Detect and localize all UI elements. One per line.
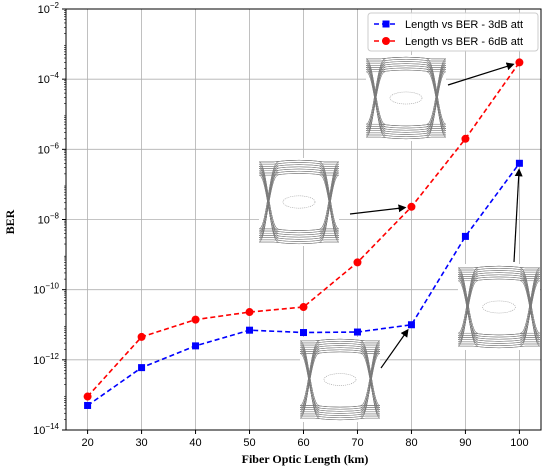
data-point-6db: [245, 308, 254, 317]
data-point-3db: [407, 321, 415, 329]
data-point-6db: [407, 202, 416, 211]
annotation-arrow-eye-diagram-80km-6dB: [349, 204, 407, 215]
y-tick-label: 10−6: [38, 141, 60, 156]
data-point-3db: [515, 159, 523, 167]
y-tick-label: 10−4: [38, 71, 60, 86]
annotation-arrow-eye-diagram-100km-3dB: [513, 168, 523, 263]
eye-noise: [282, 195, 316, 209]
data-point-3db: [353, 328, 361, 336]
x-tick-label: 60: [297, 437, 309, 449]
data-point-6db: [299, 303, 308, 312]
data-point-3db: [461, 232, 469, 240]
legend-marker-square: [382, 20, 390, 28]
data-point-3db: [246, 326, 254, 334]
legend-box: [367, 12, 539, 52]
y-tick-label: 10−10: [33, 282, 59, 297]
eye-noise: [323, 373, 357, 386]
y-tick-label: 10−8: [38, 212, 60, 227]
axes: 20 30 40 50 60 70 80 90 100 10−14 10−12 10−10 10−8 10…: [33, 1, 542, 449]
data-point-3db: [192, 342, 200, 350]
x-tick-label: 90: [459, 437, 471, 449]
data-point-6db: [191, 315, 200, 324]
annotation-arrow-eye-diagram-80km-3dB: [380, 328, 409, 369]
x-tick-label: 30: [135, 437, 147, 449]
x-tick-label: 100: [510, 437, 528, 449]
annotation-arrow-eye-diagram-100km-6dB: [447, 62, 515, 86]
x-axis-title: Fiber Optic Length (km): [242, 452, 369, 466]
y-axis-title: BER: [3, 209, 17, 234]
y-tick-label: 10−14: [33, 422, 59, 437]
eye-diagram-inset-bottom: [299, 337, 381, 422]
annotation-arrows: [349, 62, 523, 369]
x-tick-label: 70: [351, 437, 363, 449]
data-point-3db: [300, 329, 307, 337]
data-point-6db: [461, 134, 470, 143]
eye-diagram-inset-middle: [258, 158, 340, 246]
data-point-6db: [515, 58, 524, 67]
data-point-6db: [83, 392, 92, 401]
eye-traces: [457, 265, 541, 349]
x-tick-label: 80: [405, 437, 417, 449]
data-point-3db: [84, 401, 92, 409]
series-line-2: [86, 61, 521, 398]
data-point-6db: [353, 258, 362, 267]
data-point-3db: [138, 364, 146, 372]
x-tick-label: 40: [189, 437, 201, 449]
eye-traces: [365, 56, 447, 140]
legend-marker-circle: [382, 37, 390, 45]
eye-diagrams: [258, 55, 541, 422]
eye-diagram-inset-top-right: [365, 55, 447, 141]
legend: Length vs BER - 3dB att Length vs BER - 6…: [367, 12, 539, 52]
x-tick-label: 50: [243, 437, 255, 449]
y-tick-label: 10−2: [38, 1, 60, 16]
y-tick-label: 10−12: [33, 352, 59, 367]
legend-label-1: Length vs BER - 3dB att: [405, 19, 523, 31]
eye-noise: [389, 91, 423, 105]
x-tick-label: 20: [81, 437, 93, 449]
series: [83, 58, 524, 409]
eye-diagram-inset-right: [457, 264, 541, 350]
data-point-6db: [137, 332, 146, 341]
legend-label-2: Length vs BER - 6dB att: [405, 36, 523, 48]
eye-traces: [258, 159, 340, 245]
eye-traces: [299, 338, 381, 421]
eye-noise: [482, 300, 516, 314]
